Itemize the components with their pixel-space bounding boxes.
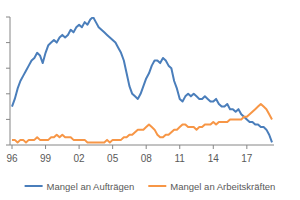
x-tick [12,145,13,149]
y-tick [6,93,10,94]
y-tick [6,119,10,120]
chart: 9699020508111417Mangel an AufträgenMange… [0,0,300,200]
legend: Mangel an Aufträgen Mangel an Arbeitskräf… [25,181,276,192]
x-tick [79,145,80,149]
x-tick-label: 99 [40,153,52,164]
x-tick [246,145,247,149]
legend-swatch [148,185,166,187]
x-tick [45,145,46,149]
legend-label: Mangel an Arbeitskräften [170,181,275,192]
series-line [12,104,272,142]
x-tick [146,145,147,149]
x-tick-label: 11 [175,153,186,164]
x-tick-label: 14 [208,153,220,164]
legend-swatch [25,185,43,187]
plot-area [12,17,272,142]
x-tick-label: 96 [6,153,18,164]
x-tick-label: 05 [107,153,119,164]
y-tick [6,68,10,69]
x-tick [179,145,180,149]
x-tick [213,145,214,149]
y-tick [6,42,10,43]
y-tick [6,145,10,146]
x-tick-label: 17 [241,153,253,164]
y-axis [10,17,11,145]
series-line [12,17,272,142]
y-tick [6,17,10,18]
x-tick-label: 02 [74,153,86,164]
x-axis [10,145,274,146]
legend-label: Mangel an Aufträgen [47,181,135,192]
x-tick-label: 08 [141,153,153,164]
x-tick [112,145,113,149]
